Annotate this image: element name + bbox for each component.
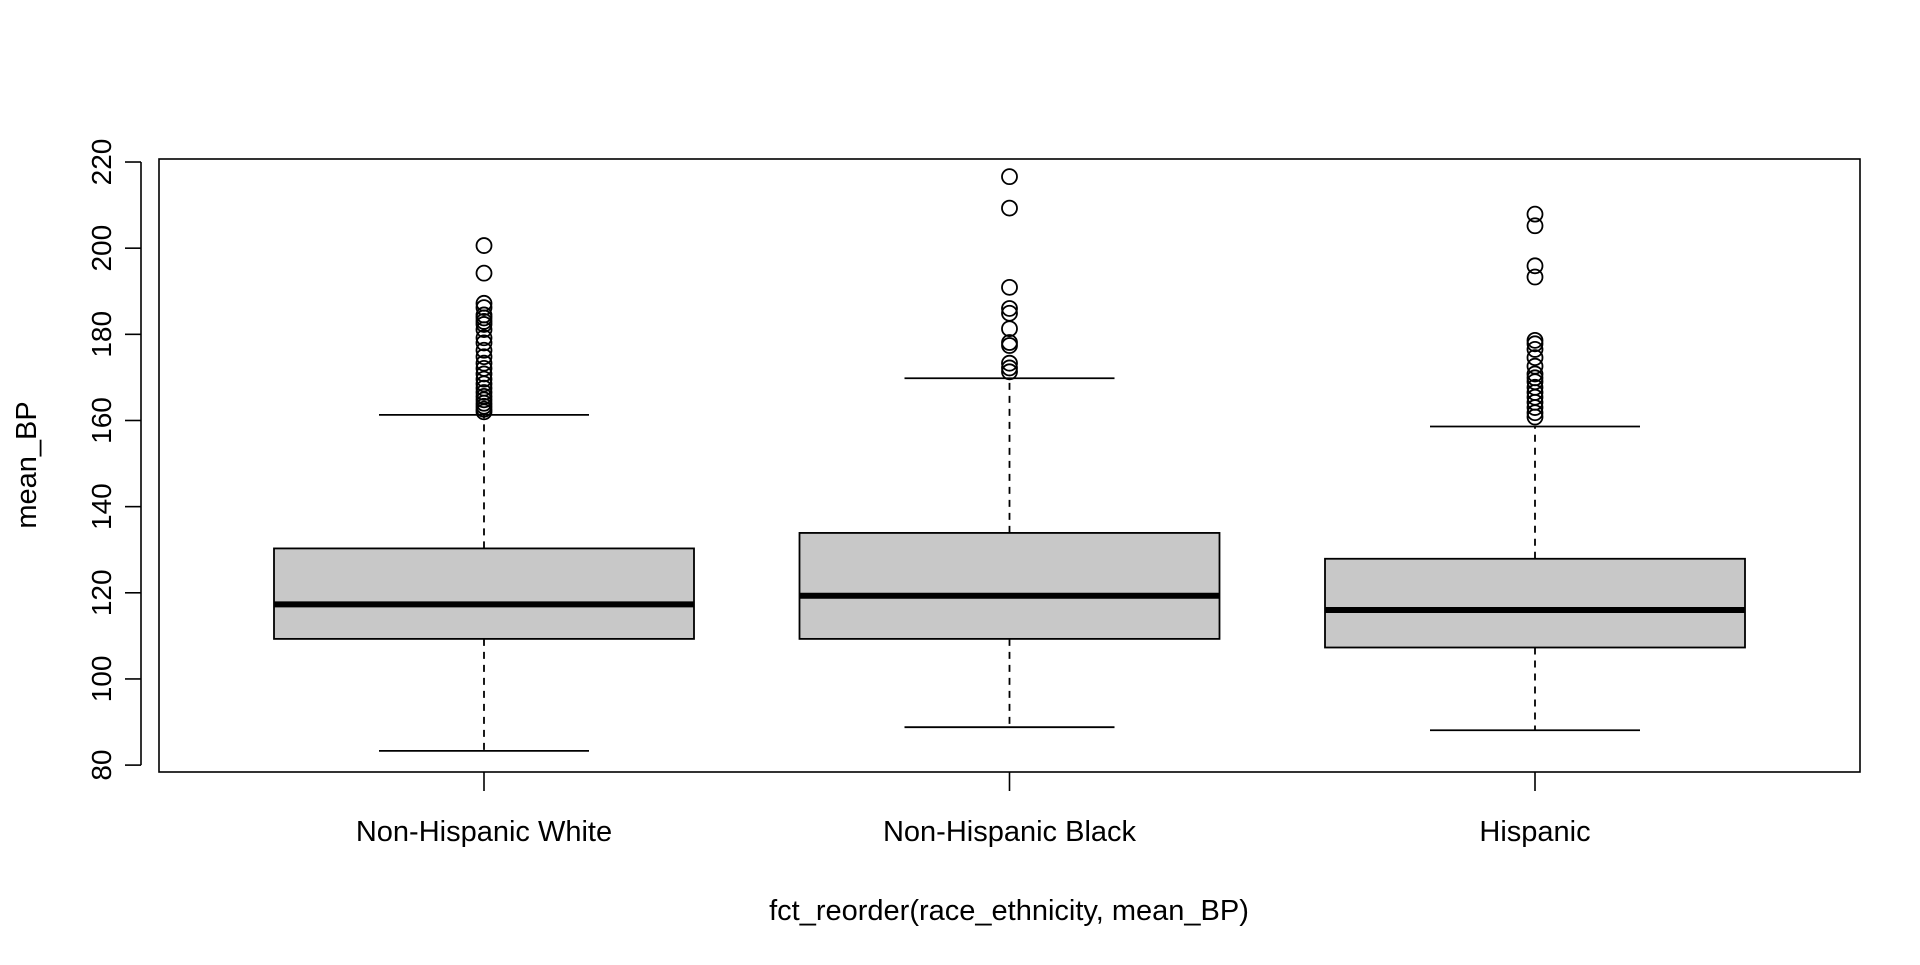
y-axis-title: mean_BP	[11, 401, 43, 528]
outlier-point	[1526, 341, 1544, 358]
outlier-point	[475, 365, 493, 383]
iqr-box	[798, 532, 1221, 640]
outlier-point	[1001, 354, 1018, 372]
outlier-point	[1526, 205, 1544, 223]
y-tick-label: 80	[86, 750, 117, 781]
box-group	[798, 168, 1221, 729]
outlier-point	[475, 354, 493, 372]
outlier-point	[1001, 320, 1018, 338]
outlier-point	[475, 306, 493, 324]
outlier-point	[475, 359, 493, 377]
outlier-point	[475, 237, 493, 254]
outlier-point	[1526, 349, 1544, 366]
box-group	[273, 237, 695, 752]
outlier-point	[1526, 257, 1544, 275]
outlier-point	[1526, 365, 1544, 383]
outlier-point	[1526, 357, 1544, 375]
x-tick-label: Non-Hispanic White	[356, 816, 612, 848]
outlier-point	[1001, 300, 1018, 317]
outlier-point	[475, 384, 493, 401]
outlier-point	[1001, 199, 1018, 217]
outlier-point	[475, 329, 493, 347]
outlier-point	[475, 264, 493, 282]
iqr-box	[1324, 557, 1746, 649]
box-group	[1324, 205, 1746, 732]
y-axis: 80 100 120 140 160 180 200 220	[86, 139, 142, 781]
outlier-point	[475, 348, 493, 366]
y-tick-label: 100	[86, 656, 117, 703]
y-tick-label: 220	[86, 139, 117, 186]
outlier-point	[1526, 378, 1544, 396]
outlier-point	[475, 334, 493, 352]
outlier-point	[1001, 363, 1018, 381]
x-axis-title: fct_reorder(race_ethnicity, mean_BP)	[769, 895, 1249, 927]
outlier-point	[475, 341, 493, 359]
y-tick-label: 180	[86, 311, 117, 358]
outlier-point	[1526, 331, 1544, 349]
boxes-layer	[273, 168, 1746, 752]
y-tick-label: 120	[86, 569, 117, 616]
outlier-point	[475, 387, 493, 405]
x-tick-label: Non-Hispanic Black	[883, 816, 1137, 848]
outlier-point	[475, 294, 493, 312]
y-tick-label: 200	[86, 225, 117, 272]
outlier-point	[1001, 168, 1018, 186]
outlier-point	[1526, 268, 1544, 286]
outlier-point	[1001, 278, 1018, 296]
outlier-point	[1001, 334, 1018, 351]
outlier-point	[1001, 359, 1018, 377]
x-tick-label: Hispanic	[1479, 816, 1590, 848]
outlier-point	[1526, 369, 1544, 387]
outlier-point	[475, 370, 493, 388]
x-axis: Non-Hispanic White Non-Hispanic Black Hisp…	[356, 772, 1591, 848]
outlier-point	[475, 299, 493, 317]
y-tick-label: 140	[86, 483, 117, 530]
outlier-point	[1001, 304, 1018, 322]
outlier-point	[1526, 217, 1544, 235]
iqr-box	[273, 547, 695, 640]
y-tick-label: 160	[86, 397, 117, 444]
